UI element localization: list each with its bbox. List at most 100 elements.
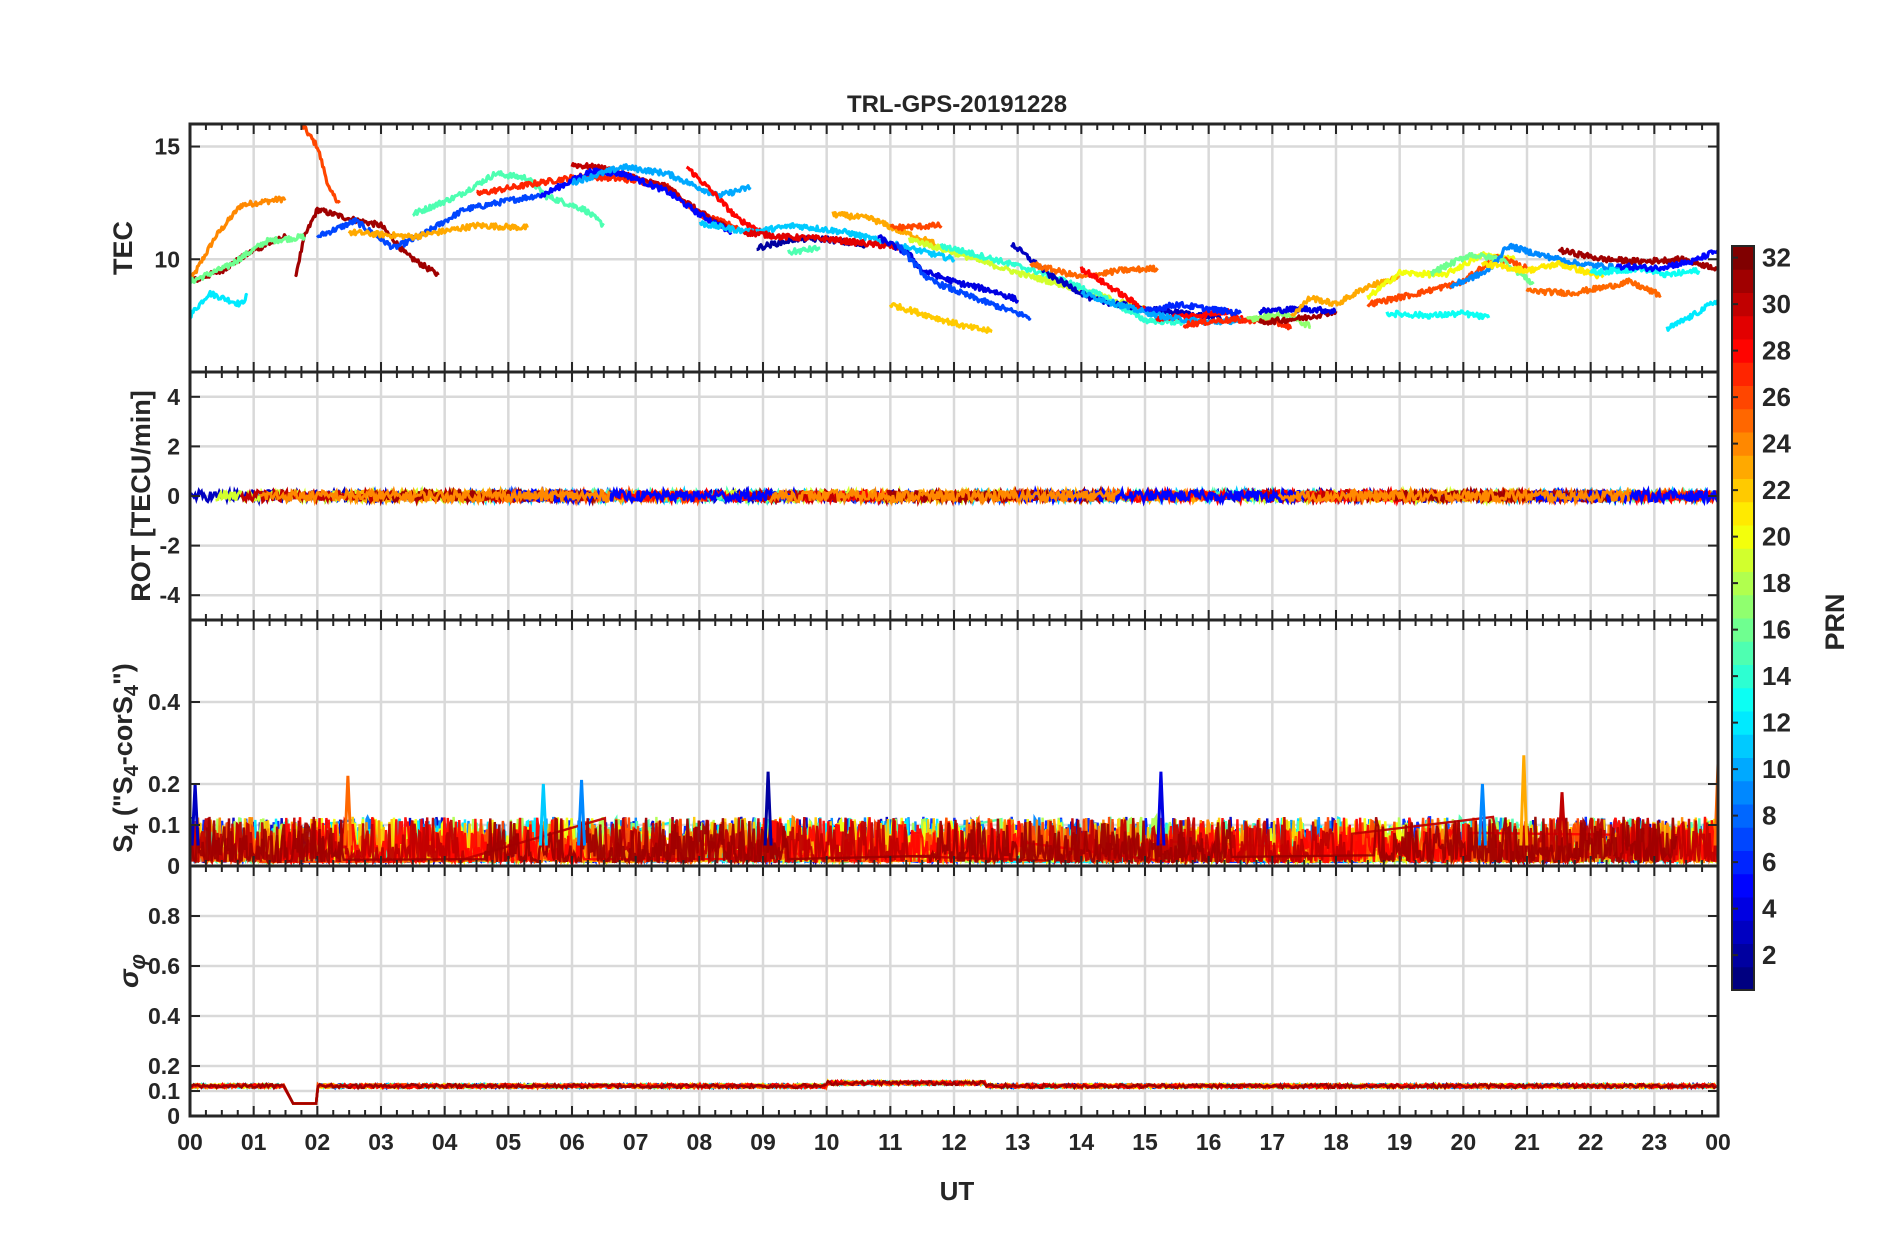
x-tick-label: 03 — [368, 1129, 394, 1155]
s4-peak — [343, 775, 353, 846]
tec-series-prn-23 — [347, 221, 529, 241]
s4-series-prn-31 — [190, 816, 1678, 866]
tec-series-prn-5 — [1615, 249, 1718, 273]
colorbar-tick-label: 20 — [1762, 522, 1791, 552]
y-tick-label: 0 — [167, 1103, 180, 1129]
colorbar-tick-label: 2 — [1762, 940, 1776, 970]
colorbar-frame — [1731, 245, 1755, 991]
rot-series-prn-24 — [768, 486, 1121, 507]
tec-series-prn-15 — [787, 244, 821, 256]
x-tick-label: 12 — [941, 1129, 967, 1155]
colorbar-cell — [1732, 548, 1754, 572]
y-tick-label: 0.2 — [148, 1053, 180, 1079]
x-tick-label: 16 — [1196, 1129, 1222, 1155]
colorbar-tick-label: 32 — [1762, 243, 1791, 273]
colorbar-cell — [1732, 618, 1754, 642]
y-axis-label-sigma: σφ — [113, 954, 150, 988]
y-tick-label: 0.6 — [148, 953, 180, 979]
colorbar-tick-label: 4 — [1762, 894, 1777, 924]
y-axis-label-part: ") — [108, 663, 138, 685]
x-tick-label: 17 — [1260, 1129, 1286, 1155]
colorbar-cell — [1732, 780, 1754, 805]
y-tick-label: 2 — [167, 433, 180, 459]
colorbar-cell — [1732, 594, 1754, 619]
y-tick-label: -4 — [160, 582, 181, 608]
x-tick-label: 15 — [1132, 1129, 1158, 1155]
x-axis: UT 00 01 02 03 04 05 06 07 08 09 10 11 12 13 14 15 16 17 1… — [177, 1129, 1731, 1206]
y-axis-label-part: σ — [113, 968, 144, 988]
plot-s4 — [190, 755, 1718, 866]
colorbar-tick-label: 16 — [1762, 615, 1791, 645]
colorbar-cell — [1732, 269, 1754, 293]
s4-peak — [1519, 755, 1529, 846]
x-tick-label: 07 — [623, 1129, 649, 1155]
rot-series-prn-5 — [507, 485, 797, 507]
colorbar-label: PRN — [1820, 593, 1850, 650]
x-tick-label: 09 — [750, 1129, 776, 1155]
tec-series-prn-31 — [294, 206, 440, 277]
colorbar-tick-label: 30 — [1762, 289, 1791, 319]
rot-series-prn-24 — [1277, 485, 1631, 507]
y-tick-label: 0.8 — [148, 903, 180, 929]
colorbar-cell — [1732, 687, 1754, 712]
colorbar-tick-label: 8 — [1762, 801, 1776, 831]
y-tick-label: 0.4 — [148, 1003, 180, 1029]
tec-series-prn-11 — [698, 220, 956, 263]
tec-series-prn-23 — [1290, 274, 1401, 317]
tec-series-prn-25 — [1525, 277, 1662, 298]
tec-series-prn-6 — [1143, 300, 1242, 317]
s4-peak — [1477, 783, 1487, 846]
colorbar-cell — [1732, 246, 1754, 270]
colorbar-cell — [1732, 966, 1754, 991]
y-axis-label-tec: TEC — [108, 221, 138, 275]
y-tick-label: 0.1 — [148, 1078, 180, 1104]
y-axis-label-s4: S4 ("S4-corS4") — [108, 663, 143, 853]
x-axis-label: UT — [940, 1176, 975, 1206]
x-tick-label: 23 — [1642, 1129, 1668, 1155]
tec-series-prn-26 — [889, 221, 943, 232]
y-tick-label: 0.4 — [148, 689, 180, 715]
x-tick-label: 19 — [1387, 1129, 1413, 1155]
tec-series-prn-7 — [316, 192, 548, 251]
panel-s4: 00.10.20.4S4 ("S4-corS4") — [108, 618, 1720, 879]
x-tick-label: 11 — [878, 1129, 903, 1155]
tec-series-prn-16 — [190, 233, 307, 284]
colorbar-cell — [1732, 873, 1754, 898]
y-axis-label-part: S — [108, 835, 138, 853]
colorbar-tick-label: 28 — [1762, 336, 1791, 366]
colorbar-cell — [1732, 711, 1754, 735]
colorbar-cell — [1732, 757, 1754, 782]
colorbar-tick-label: 18 — [1762, 568, 1791, 598]
s4-peak — [577, 779, 587, 846]
tec-series-prn-29 — [742, 229, 905, 252]
colorbar-cell — [1732, 315, 1754, 340]
colorbar-tick-label: 24 — [1762, 429, 1791, 459]
tec-series-prn-10 — [570, 163, 752, 199]
colorbar-cell — [1732, 478, 1754, 503]
y-tick-label: 10 — [154, 246, 180, 272]
x-tick-label: 10 — [814, 1129, 840, 1155]
plot-rot — [190, 484, 1718, 508]
chart-title: TRL-GPS-20191228 — [847, 91, 1067, 118]
panel-sigma_phi: 00.10.2 0.4 0.6 0.8 σφ — [113, 864, 1720, 1129]
s4-peak — [1713, 763, 1718, 846]
tec-series-prn-12 — [1665, 299, 1718, 332]
x-tick-label: 04 — [432, 1129, 458, 1155]
x-tick-label: 01 — [241, 1129, 267, 1155]
colorbar-cell — [1732, 525, 1754, 549]
tec-series-prn-13 — [1589, 264, 1701, 279]
y-tick-label: 15 — [154, 134, 180, 160]
grid-sigma_phi — [190, 866, 1718, 1118]
colorbar-tick-label: 14 — [1762, 661, 1791, 691]
colorbar-tick-label: 22 — [1762, 475, 1791, 505]
tec-series-prn-12 — [190, 289, 249, 320]
colorbar-cell — [1732, 827, 1754, 851]
tec-series-prn-13 — [1385, 309, 1491, 321]
y-tick-label: 0.2 — [148, 771, 180, 797]
colorbar-cell — [1732, 734, 1754, 758]
tec-series-prn-24 — [190, 195, 287, 283]
s4-peak — [1156, 771, 1166, 846]
